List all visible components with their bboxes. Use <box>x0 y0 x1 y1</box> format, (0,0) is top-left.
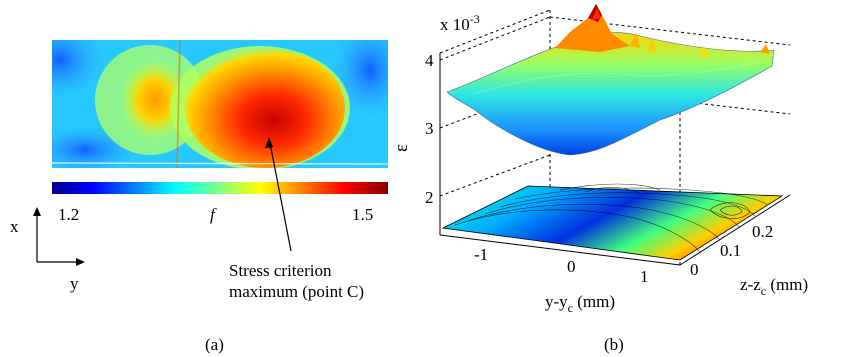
z-tick-2: 2 <box>425 188 434 207</box>
y-tick-0: 0 <box>567 257 576 276</box>
annotation-line-2: maximum (point C) <box>229 282 364 301</box>
panel-b: ε 4 3 2 x 10-3 -1 0 1 y-yc (mm) 0 0.1 0.… <box>391 4 808 354</box>
heatmap <box>52 40 388 168</box>
zz-tick-0-2: 0.2 <box>752 222 773 241</box>
y-axis-label: y-yc (mm) <box>545 292 615 315</box>
panel-a: 1.2 f 1.5 x y Stress criterion maximum (… <box>10 40 388 354</box>
orientation-axes: x y <box>10 207 85 293</box>
colorbar-max-label: 1.5 <box>352 205 373 224</box>
z-tick-3: 3 <box>425 119 434 138</box>
zz-tick-0-1: 0.1 <box>720 241 741 260</box>
annotation: Stress criterion maximum (point C) <box>229 137 364 301</box>
y-tick-1: 1 <box>640 267 649 286</box>
x-axis-label: x <box>10 217 19 236</box>
surface <box>446 4 775 156</box>
y-axis: -1 0 1 y-yc (mm) <box>474 245 649 315</box>
annotation-arrowhead <box>265 137 273 148</box>
y-tick-neg1: -1 <box>474 245 488 264</box>
z-tick-4: 4 <box>425 51 434 70</box>
z-multiplier: x 10-3 <box>440 12 480 34</box>
z-axis: ε 4 3 2 x 10-3 <box>391 12 480 207</box>
y-arrowhead <box>76 258 85 266</box>
colorbar <box>52 182 388 194</box>
colorbar-min-label: 1.2 <box>58 205 79 224</box>
z-axis-label: ε <box>391 144 412 152</box>
annotation-arrow <box>269 142 292 252</box>
colorbar-variable-label: f <box>210 205 217 224</box>
z-horizontal-axis: 0 0.1 0.2 z-zc (mm) <box>690 222 808 298</box>
contour-base <box>441 183 784 261</box>
panel-a-caption: (a) <box>205 335 224 354</box>
y-axis-label: y <box>70 274 79 293</box>
zz-tick-0: 0 <box>690 260 699 279</box>
zz-axis-label: z-zc (mm) <box>740 275 808 298</box>
x-arrowhead <box>33 207 41 216</box>
panel-b-caption: (b) <box>604 335 624 354</box>
annotation-line-1: Stress criterion <box>229 261 332 280</box>
